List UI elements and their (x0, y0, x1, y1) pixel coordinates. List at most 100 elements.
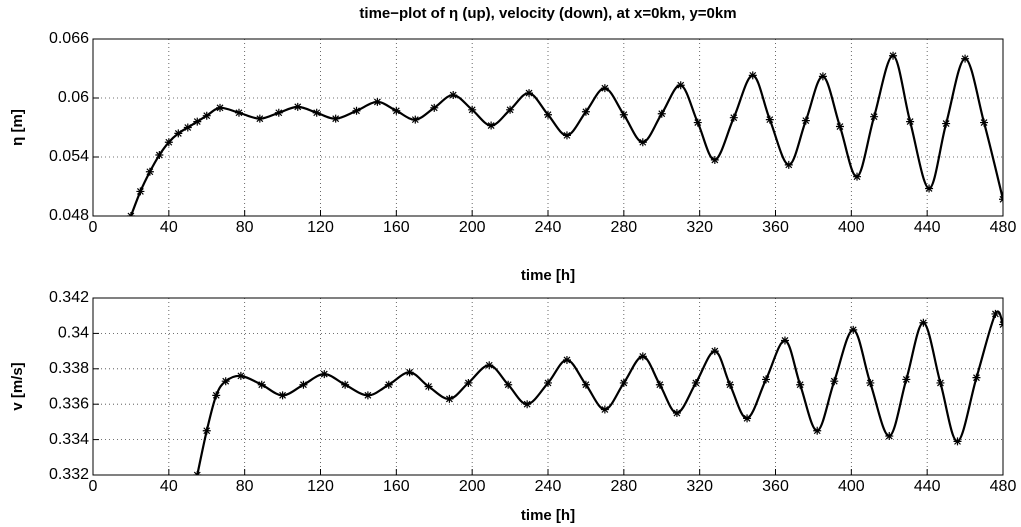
x-tick-label: 0 (89, 478, 98, 495)
x-tick-label: 440 (914, 219, 941, 236)
data-marker (424, 382, 433, 391)
data-marker (212, 391, 221, 400)
x-axis-label: time [h] (521, 267, 575, 284)
data-marker (655, 380, 664, 389)
data-marker (485, 361, 494, 370)
x-tick-label: 120 (307, 478, 334, 495)
data-marker (174, 129, 183, 138)
x-tick-label: 440 (914, 478, 941, 495)
data-marker (216, 103, 225, 112)
data-marker (145, 167, 154, 176)
x-tick-label: 200 (459, 219, 486, 236)
data-marker (183, 123, 192, 132)
data-marker (991, 309, 1000, 318)
y-tick-label: 0.06 (58, 89, 89, 106)
data-marker (638, 352, 647, 361)
data-marker (972, 373, 981, 382)
x-tick-label: 480 (990, 219, 1017, 236)
data-marker (341, 380, 350, 389)
data-marker (255, 114, 264, 123)
data-marker (600, 405, 609, 414)
data-marker (885, 432, 894, 441)
data-marker (523, 400, 532, 409)
data-marker (936, 378, 945, 387)
data-marker (796, 380, 805, 389)
data-marker (164, 138, 173, 147)
data-marker (638, 138, 647, 147)
data-marker (257, 380, 266, 389)
data-marker (299, 380, 308, 389)
data-marker (487, 121, 496, 130)
data-marker (961, 54, 970, 63)
data-marker (765, 115, 774, 124)
x-tick-label: 240 (535, 478, 562, 495)
data-marker (691, 378, 700, 387)
data-marker (818, 72, 827, 81)
data-marker (236, 371, 245, 380)
x-tick-label: 240 (535, 219, 562, 236)
chart-title: time−plot of η (up), velocity (down), at… (359, 5, 736, 22)
y-axis-label: v [m/s] (9, 362, 26, 410)
data-marker (373, 97, 382, 106)
x-axis-label: time [h] (521, 507, 575, 524)
x-tick-label: 120 (307, 219, 334, 236)
data-marker (352, 106, 361, 115)
y-tick-label: 0.332 (49, 466, 89, 483)
x-tick-label: 80 (236, 478, 254, 495)
data-marker (801, 116, 810, 125)
x-tick-label: 280 (610, 478, 637, 495)
data-marker (506, 105, 515, 114)
x-tick-label: 160 (383, 478, 410, 495)
data-marker (525, 89, 534, 98)
data-marker (676, 81, 685, 90)
data-marker (710, 155, 719, 164)
data-marker (600, 84, 609, 93)
x-tick-label: 40 (160, 219, 178, 236)
data-marker (813, 426, 822, 435)
series (193, 309, 1003, 475)
x-tick-label: 80 (236, 219, 254, 236)
data-marker (562, 355, 571, 364)
y-tick-label: 0.342 (49, 289, 89, 306)
data-marker (384, 380, 393, 389)
data-marker (234, 108, 243, 117)
data-marker (748, 71, 757, 80)
data-marker (278, 391, 287, 400)
y-tick-label: 0.066 (49, 30, 89, 47)
data-marker (581, 107, 590, 116)
data-marker (411, 115, 420, 124)
data-marker (726, 380, 734, 389)
data-marker (221, 377, 230, 386)
data-marker (729, 113, 738, 122)
data-marker (919, 318, 928, 327)
data-marker (430, 103, 439, 112)
y-tick-label: 0.336 (49, 395, 89, 412)
data-marker (619, 378, 628, 387)
data-marker (562, 131, 571, 140)
x-tick-label: 0 (89, 219, 98, 236)
data-marker (331, 114, 340, 123)
y-tick-label: 0.334 (49, 431, 89, 448)
data-marker (449, 91, 458, 100)
data-marker (544, 378, 552, 387)
data-marker (866, 378, 875, 387)
data-marker (657, 109, 666, 118)
series (126, 51, 1003, 216)
x-tick-label: 480 (990, 478, 1017, 495)
data-marker (312, 108, 321, 117)
y-axis-label: η [m] (9, 109, 26, 146)
data-marker (445, 394, 454, 403)
data-marker (468, 105, 477, 114)
x-tick-label: 400 (838, 478, 865, 495)
x-tick-label: 360 (762, 478, 789, 495)
data-marker (780, 336, 789, 345)
data-marker (320, 370, 329, 379)
data-marker (743, 414, 752, 423)
data-marker (953, 437, 962, 446)
data-marker (830, 377, 839, 386)
data-marker (405, 368, 414, 377)
data-marker (155, 151, 164, 160)
data-marker (504, 380, 513, 389)
axes-frame (92, 38, 1004, 217)
